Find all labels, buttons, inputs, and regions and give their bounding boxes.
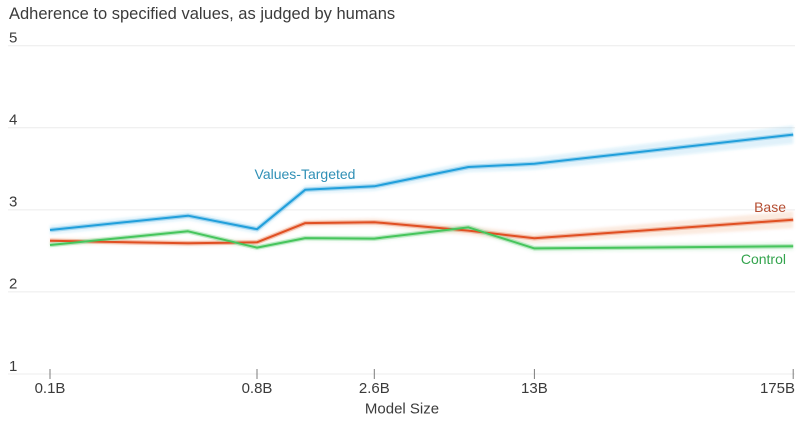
svg-text:13B: 13B [521,380,548,397]
svg-text:0.1B: 0.1B [35,380,66,397]
svg-text:Values-Targeted: Values-Targeted [255,166,356,182]
svg-text:Adherence to specified values,: Adherence to specified values, as judged… [9,5,395,23]
svg-text:2: 2 [9,276,17,293]
svg-text:Base: Base [754,199,786,215]
svg-text:1: 1 [9,358,17,375]
svg-text:0.8B: 0.8B [242,380,273,397]
svg-text:Model Size: Model Size [365,401,439,418]
svg-text:3: 3 [9,194,17,211]
svg-text:175B: 175B [760,380,795,397]
svg-text:2.6B: 2.6B [359,380,390,397]
svg-text:4: 4 [9,112,17,129]
svg-text:Control: Control [741,251,786,267]
svg-text:5: 5 [9,30,17,47]
